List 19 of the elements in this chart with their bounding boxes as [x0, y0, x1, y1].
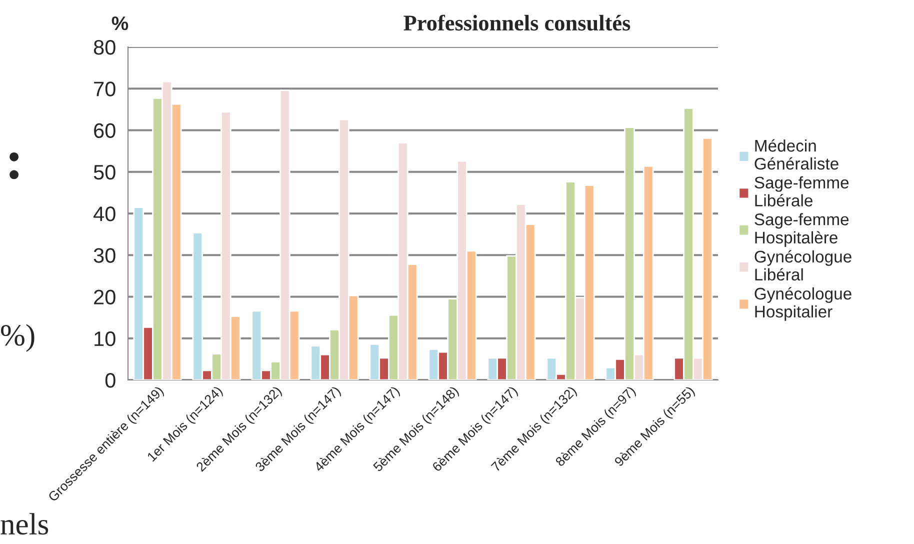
- legend-label: Gynécologue Libéral: [754, 250, 852, 281]
- y-tick-label: 20: [94, 290, 116, 305]
- legend-label: Gynécologue Hospitalier: [754, 287, 852, 321]
- y-tick-label: 70: [94, 82, 116, 96]
- y-axis-title: %: [112, 16, 128, 30]
- legend-label: Sage-femme Hospitalère: [754, 213, 849, 247]
- text: %): [1, 324, 34, 352]
- text: nels: [0, 513, 48, 535]
- y-tick-label: 30: [94, 248, 116, 263]
- y-tick-label: 40: [94, 206, 116, 222]
- y-tick-label: 10: [94, 331, 116, 346]
- chart-title: Professionnels consultés: [404, 14, 630, 31]
- legend-label: Sage-femme Libérale: [754, 176, 849, 206]
- y-tick-label: 80: [94, 40, 116, 55]
- y-tick-label: 50: [94, 164, 116, 180]
- y-tick-label: 60: [94, 123, 116, 138]
- text: :: [10, 152, 19, 180]
- legend-label: Médecin Généraliste: [754, 139, 838, 170]
- y-tick-label: 0: [105, 373, 116, 388]
